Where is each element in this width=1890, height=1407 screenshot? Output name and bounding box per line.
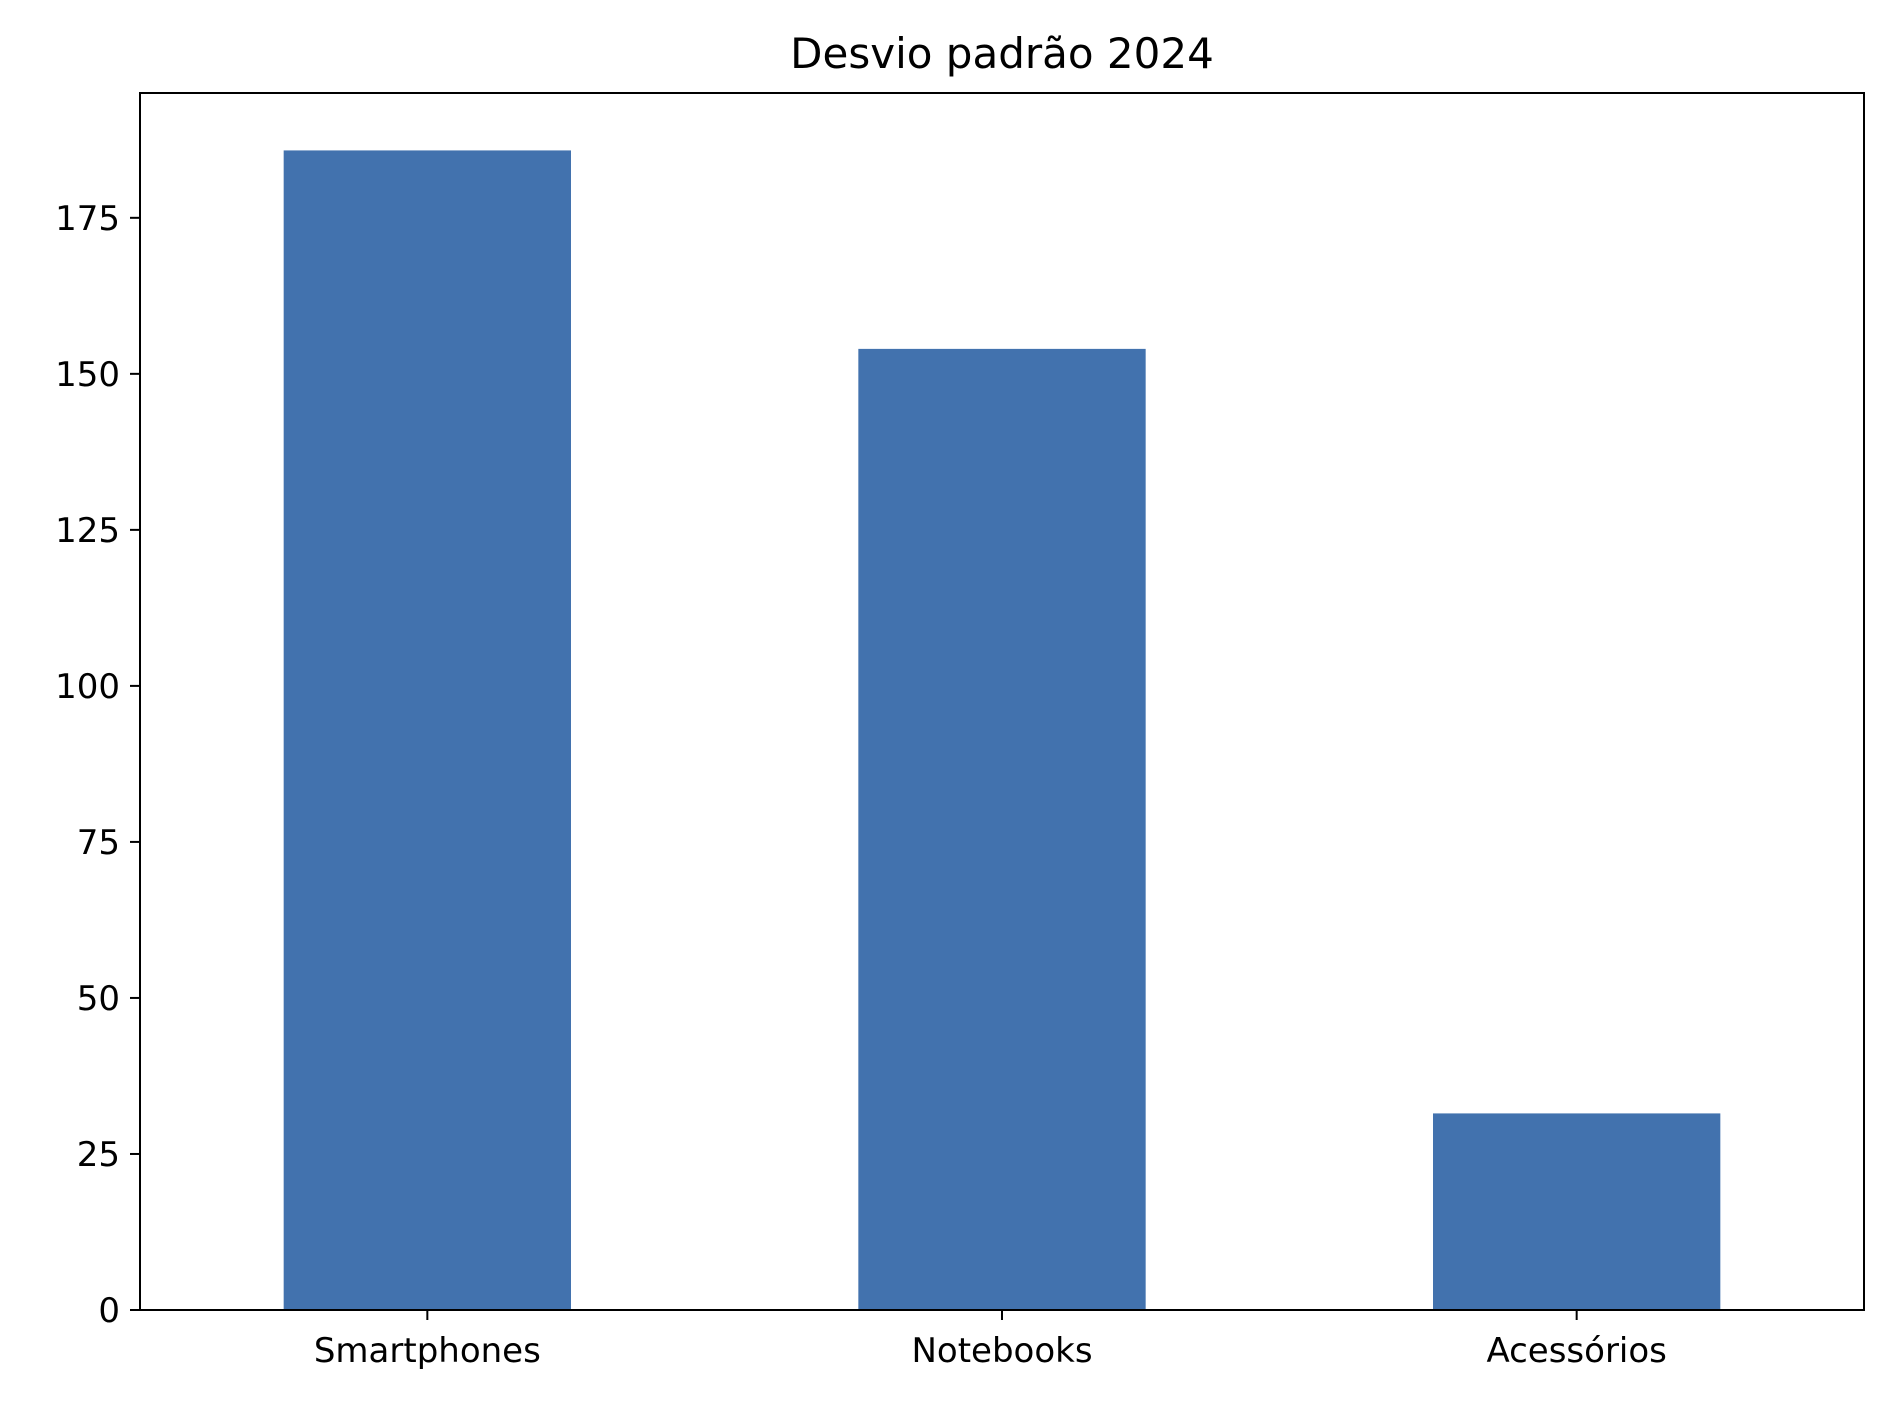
bars-layer: [283, 150, 1721, 1310]
y-tick-label: 100: [55, 667, 120, 707]
chart-title: Desvio padrão 2024: [790, 29, 1214, 78]
x-tick-label-notebooks: Notebooks: [911, 1331, 1092, 1371]
y-tick-label: 25: [77, 1135, 120, 1175]
y-tick-label: 175: [55, 199, 120, 239]
y-tick-label: 125: [55, 511, 120, 551]
bar-acessórios: [1433, 1113, 1721, 1310]
bar-notebooks: [858, 348, 1146, 1310]
y-tick-label: 50: [77, 979, 120, 1019]
y-tick-label: 150: [55, 355, 120, 395]
x-tick-label-smartphones: Smartphones: [314, 1331, 541, 1371]
bar-smartphones: [283, 150, 571, 1310]
x-tick-label-acessórios: Acessórios: [1486, 1331, 1666, 1371]
axes-layer: 0 25 50 75 100 125 150 175 Smartphones Notebooks A…: [55, 92, 1865, 1371]
y-tick-label: 75: [77, 823, 120, 863]
y-tick-label: 0: [98, 1291, 120, 1331]
